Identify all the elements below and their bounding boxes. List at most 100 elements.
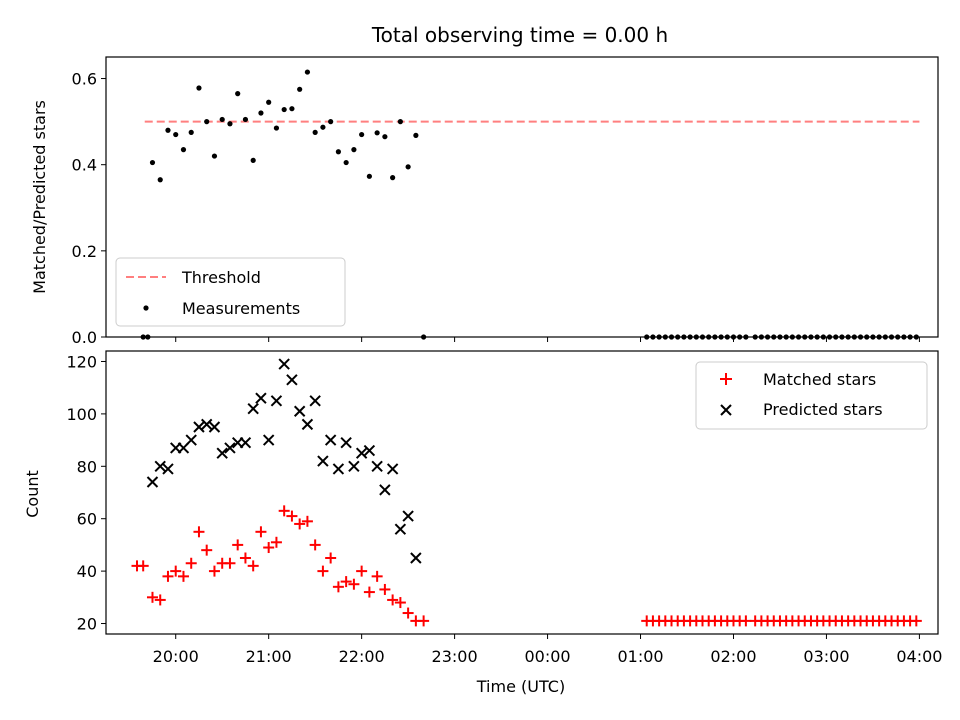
measurement-point bbox=[165, 127, 171, 133]
matched-star-point bbox=[247, 560, 259, 572]
predicted-star-point bbox=[379, 484, 391, 496]
top-y-tick-label: 0.4 bbox=[72, 156, 97, 175]
measurement-point bbox=[188, 129, 194, 135]
predicted-star-point bbox=[201, 418, 213, 431]
matched-star-point bbox=[379, 583, 391, 595]
measurement-point bbox=[335, 149, 342, 155]
matched-star-point bbox=[185, 557, 197, 569]
bottom-x-tick-label: 00:00 bbox=[525, 647, 571, 666]
predicted-star-point bbox=[162, 463, 174, 475]
predicted-star-point bbox=[309, 395, 321, 407]
predicted-star-point bbox=[394, 523, 407, 535]
bottom-y-tick-label: 60 bbox=[77, 510, 97, 529]
predicted-star-point bbox=[324, 434, 337, 446]
measurement-point bbox=[405, 164, 411, 170]
bottom-y-tick-label: 100 bbox=[66, 405, 97, 424]
bottom-x-tick-label: 02:00 bbox=[710, 647, 756, 666]
measurement-point bbox=[211, 153, 218, 159]
bottom-x-tick-label: 01:00 bbox=[617, 647, 663, 666]
measurements-legend-swatch bbox=[143, 305, 149, 311]
measurement-point bbox=[289, 106, 295, 112]
matched-star-point bbox=[402, 607, 414, 619]
top-plot-frame bbox=[105, 56, 939, 338]
matched-star-point bbox=[394, 597, 406, 609]
predicted-star-point bbox=[340, 437, 352, 449]
predicted-star-point bbox=[293, 405, 306, 417]
predicted-star-point bbox=[286, 374, 298, 386]
matched-star-point bbox=[278, 505, 290, 517]
measurement-point bbox=[343, 159, 349, 166]
predicted-star-point bbox=[410, 552, 422, 564]
measurement-point bbox=[227, 121, 233, 127]
matched-star-point bbox=[154, 594, 166, 606]
matched-star-point bbox=[387, 594, 399, 606]
measurement-point bbox=[312, 129, 318, 135]
matched-star-point bbox=[224, 557, 236, 569]
matched-star-point bbox=[201, 544, 213, 556]
predicted-star-point bbox=[371, 460, 383, 473]
measurement-point bbox=[366, 173, 372, 179]
bottom-plot-marks bbox=[131, 358, 922, 627]
bottom-plot-frame bbox=[105, 350, 939, 635]
bottom-x-tick-label: 04:00 bbox=[896, 647, 942, 666]
matched-star-point bbox=[418, 615, 430, 627]
top-y-ticks: 0.0 0.2 0.4 0.6 bbox=[72, 70, 106, 347]
matched-star-point bbox=[208, 565, 220, 577]
predicted-star-point bbox=[239, 437, 252, 449]
measurement-point bbox=[180, 147, 187, 153]
matched-star-point bbox=[363, 586, 375, 598]
bottom-y-tick-label: 40 bbox=[77, 562, 97, 581]
predicted-star-point bbox=[363, 444, 376, 457]
matched-star-point bbox=[317, 565, 329, 577]
measurement-point bbox=[273, 125, 280, 131]
predicted-star-point bbox=[301, 418, 314, 431]
predicted-star-point bbox=[224, 442, 236, 454]
predicted-star-point bbox=[348, 460, 360, 473]
bottom-x-tick-label: 03:00 bbox=[803, 647, 849, 666]
top-y-axis-label: Matched/Predicted stars bbox=[30, 100, 49, 294]
measurement-point bbox=[390, 175, 396, 181]
top-x-ticks bbox=[175, 337, 920, 342]
predicted-star-point bbox=[278, 358, 290, 370]
measurement-point bbox=[149, 159, 156, 166]
matched-star-point bbox=[270, 536, 282, 548]
matched-star-point bbox=[146, 591, 158, 603]
predicted-legend-label: Predicted stars bbox=[763, 400, 883, 419]
measurement-point bbox=[320, 124, 326, 130]
predicted-star-point bbox=[386, 463, 399, 475]
measurement-point bbox=[204, 119, 210, 125]
matched-star-point bbox=[137, 560, 149, 572]
matched-star-point bbox=[193, 526, 205, 538]
bottom-x-tick-label: 20:00 bbox=[153, 647, 199, 666]
measurement-point bbox=[413, 132, 419, 138]
top-y-tick-label: 0.6 bbox=[72, 70, 97, 89]
bottom-x-tick-label: 23:00 bbox=[432, 647, 478, 666]
matched-star-point bbox=[332, 581, 344, 593]
threshold-legend-label: Threshold bbox=[181, 268, 261, 287]
bottom-y-tick-label: 80 bbox=[77, 457, 97, 476]
matched-star-point bbox=[294, 518, 306, 530]
matched-star-point bbox=[371, 570, 383, 582]
predicted-star-point bbox=[355, 447, 368, 459]
matched-star-point bbox=[177, 570, 189, 582]
matched-legend-label: Matched stars bbox=[763, 370, 876, 389]
bottom-y-ticks: 20 40 60 80 100 120 bbox=[66, 352, 106, 634]
matched-star-point bbox=[309, 539, 321, 551]
top-plot-marks bbox=[140, 69, 920, 340]
measurement-point bbox=[258, 110, 264, 116]
top-legend-box bbox=[115, 257, 346, 327]
measurement-point bbox=[196, 85, 202, 91]
bottom-x-tick-label: 21:00 bbox=[246, 647, 292, 666]
predicted-star-point bbox=[317, 455, 329, 467]
matched-star-point bbox=[263, 542, 275, 554]
bottom-x-ticks: 20:00 21:00 22:00 23:00 00:00 01:00 02:00 03:00… bbox=[153, 634, 942, 666]
bottom-legend: Matched stars Predicted stars bbox=[695, 361, 928, 430]
top-legend: Threshold Measurements bbox=[115, 257, 346, 327]
matched-star-point bbox=[325, 552, 337, 564]
measurement-point bbox=[173, 131, 179, 138]
matched-star-point bbox=[356, 565, 368, 577]
predicted-star-point bbox=[247, 402, 259, 415]
bottom-y-tick-label: 120 bbox=[66, 352, 97, 371]
matched-star-point bbox=[232, 539, 244, 551]
